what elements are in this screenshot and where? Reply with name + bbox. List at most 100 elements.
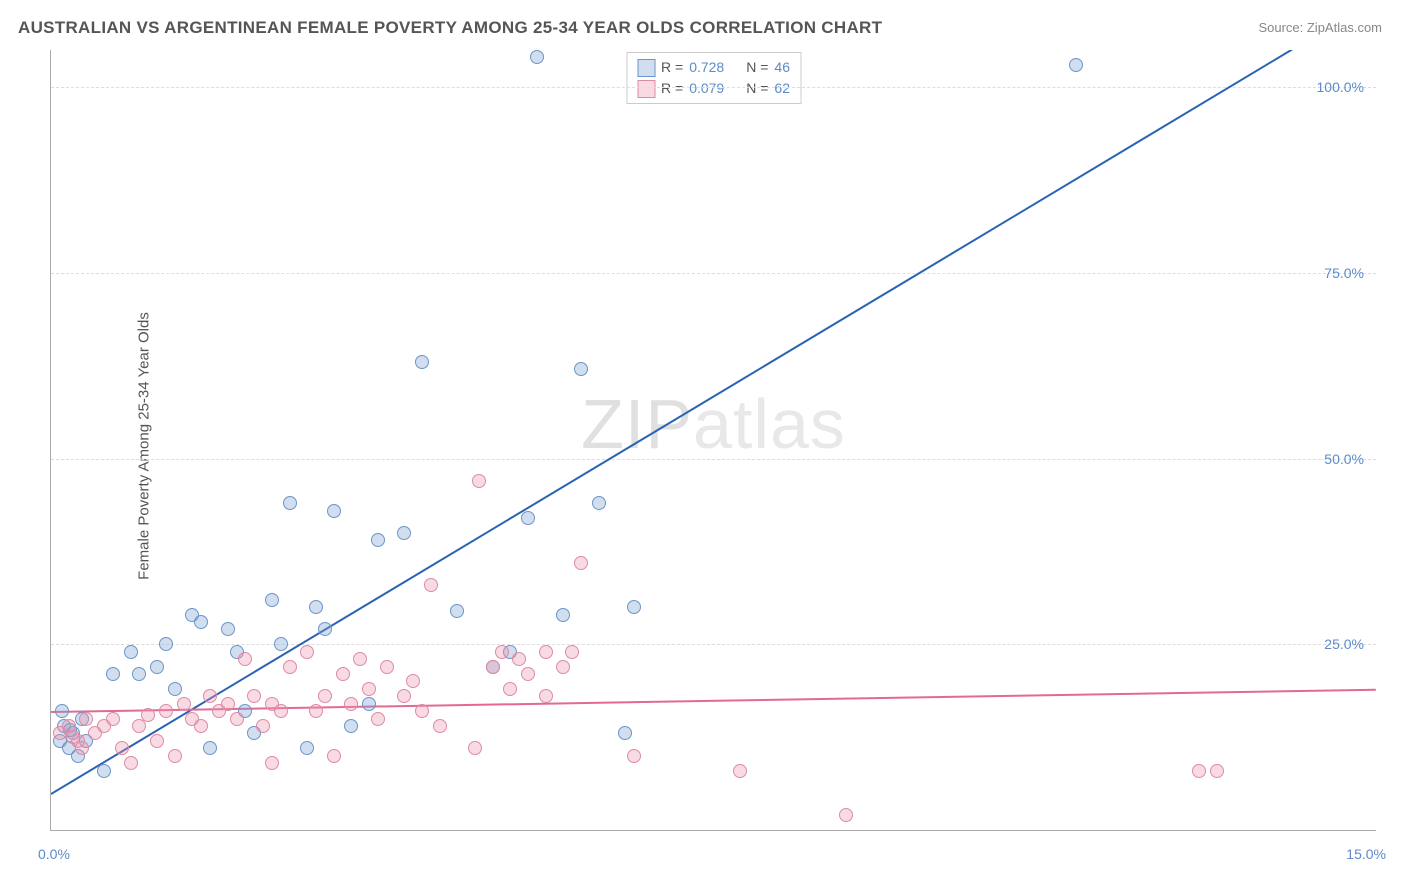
data-point <box>592 496 606 510</box>
data-point <box>106 667 120 681</box>
data-point <box>472 474 486 488</box>
data-point <box>124 645 138 659</box>
data-point <box>344 719 358 733</box>
x-tick <box>184 830 185 831</box>
x-tick <box>1244 830 1245 831</box>
data-point <box>274 637 288 651</box>
data-point <box>150 660 164 674</box>
r-label: R = <box>661 57 683 78</box>
gridline <box>51 644 1376 645</box>
legend-row-argentineans: R = 0.079 N = 62 <box>637 78 790 99</box>
data-point <box>503 682 517 696</box>
data-point <box>256 719 270 733</box>
data-point <box>300 645 314 659</box>
x-tick <box>581 830 582 831</box>
y-tick-label: 75.0% <box>1324 265 1364 281</box>
correlation-legend: R = 0.728 N = 46 R = 0.079 N = 62 <box>626 52 801 104</box>
data-point <box>203 741 217 755</box>
x-tick <box>979 830 980 831</box>
data-point <box>486 660 500 674</box>
y-tick-label: 25.0% <box>1324 636 1364 652</box>
data-point <box>194 719 208 733</box>
data-point <box>327 504 341 518</box>
data-point <box>397 526 411 540</box>
data-point <box>1069 58 1083 72</box>
data-point <box>530 50 544 64</box>
n-label: N = <box>746 57 768 78</box>
data-point <box>221 622 235 636</box>
data-point <box>283 496 297 510</box>
r-value-argentineans: 0.079 <box>689 78 724 99</box>
data-point <box>327 749 341 763</box>
data-point <box>1192 764 1206 778</box>
data-point <box>565 645 579 659</box>
data-point <box>66 730 80 744</box>
trendline <box>50 50 1376 795</box>
x-tick <box>714 830 715 831</box>
data-point <box>424 578 438 592</box>
data-point <box>141 708 155 722</box>
data-point <box>415 704 429 718</box>
data-point <box>1210 764 1224 778</box>
data-point <box>265 593 279 607</box>
data-point <box>627 600 641 614</box>
data-point <box>521 511 535 525</box>
data-point <box>247 689 261 703</box>
data-point <box>300 741 314 755</box>
data-point <box>318 689 332 703</box>
data-point <box>574 362 588 376</box>
data-point <box>450 604 464 618</box>
swatch-argentineans <box>637 80 655 98</box>
x-tick <box>449 830 450 831</box>
data-point <box>194 615 208 629</box>
data-point <box>132 667 146 681</box>
gridline <box>51 459 1376 460</box>
x-tick-max: 15.0% <box>1346 846 1386 862</box>
x-tick <box>846 830 847 831</box>
data-point <box>371 533 385 547</box>
data-point <box>159 704 173 718</box>
data-point <box>203 689 217 703</box>
data-point <box>283 660 297 674</box>
data-point <box>221 697 235 711</box>
data-point <box>495 645 509 659</box>
data-point <box>75 741 89 755</box>
data-point <box>415 355 429 369</box>
data-point <box>97 764 111 778</box>
source-label: Source: ZipAtlas.com <box>1258 20 1382 35</box>
data-point <box>433 719 447 733</box>
data-point <box>362 697 376 711</box>
data-point <box>106 712 120 726</box>
n-value-australians: 46 <box>774 57 790 78</box>
data-point <box>539 689 553 703</box>
data-point <box>380 660 394 674</box>
y-tick-label: 50.0% <box>1324 451 1364 467</box>
data-point <box>371 712 385 726</box>
data-point <box>150 734 164 748</box>
data-point <box>556 608 570 622</box>
gridline <box>51 273 1376 274</box>
data-point <box>344 697 358 711</box>
data-point <box>733 764 747 778</box>
data-point <box>55 704 69 718</box>
chart-title: AUSTRALIAN VS ARGENTINEAN FEMALE POVERTY… <box>18 18 882 38</box>
data-point <box>406 674 420 688</box>
data-point <box>353 652 367 666</box>
gridline <box>51 87 1376 88</box>
data-point <box>521 667 535 681</box>
data-point <box>79 712 93 726</box>
data-point <box>265 756 279 770</box>
swatch-australians <box>637 59 655 77</box>
plot-area: ZIPatlas R = 0.728 N = 46 R = 0.079 N = … <box>50 50 1376 831</box>
n-label: N = <box>746 78 768 99</box>
data-point <box>238 652 252 666</box>
data-point <box>397 689 411 703</box>
data-point <box>468 741 482 755</box>
data-point <box>309 600 323 614</box>
data-point <box>839 808 853 822</box>
x-tick <box>1111 830 1112 831</box>
data-point <box>168 749 182 763</box>
data-point <box>177 697 191 711</box>
data-point <box>556 660 570 674</box>
data-point <box>627 749 641 763</box>
